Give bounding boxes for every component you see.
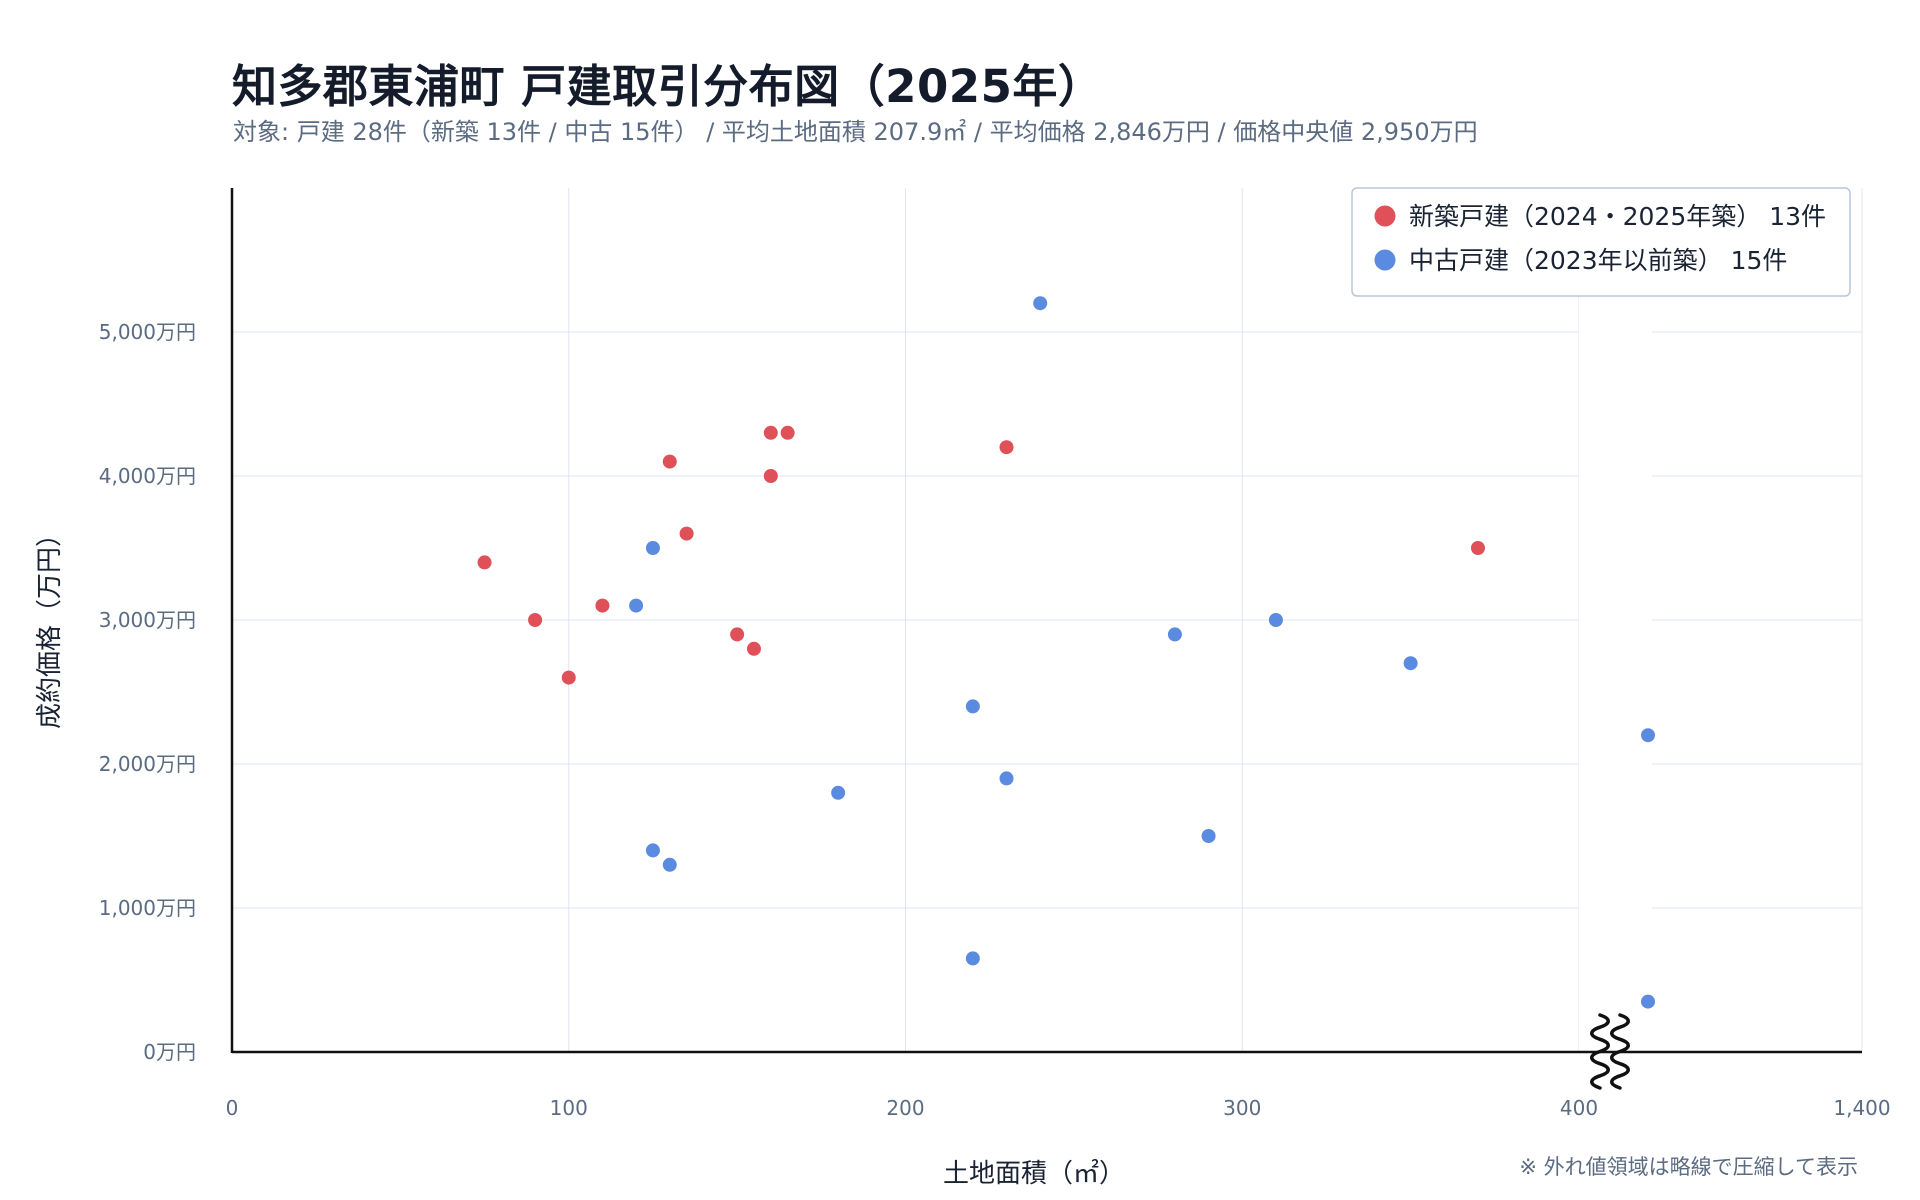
x-axis-title: 土地面積（㎡） xyxy=(943,1159,1125,1189)
new-point xyxy=(746,641,761,656)
used-point xyxy=(629,598,644,613)
chart-subtitle: 対象: 戸建 28件（新築 13件 / 中古 15件） / 平均土地面積 207… xyxy=(233,118,1478,146)
used-point xyxy=(645,541,660,555)
y-tick-label: 1,000万円 xyxy=(99,896,196,920)
used-point xyxy=(1641,994,1655,1009)
new-legend-label: 新築戸建（2024・2025年築） 13件 xyxy=(1409,202,1826,231)
break-squiggle-left xyxy=(1590,1013,1610,1090)
x-tick-label: 1,400 xyxy=(1833,1096,1890,1120)
y-tick-label: 3,000万円 xyxy=(99,608,196,632)
used-point xyxy=(1033,296,1048,311)
new-point xyxy=(528,613,543,627)
data-points xyxy=(477,296,1655,1009)
y-tick-label: 2,000万円 xyxy=(99,752,196,776)
used-point xyxy=(965,699,980,714)
used-point xyxy=(1403,656,1418,671)
new-legend-marker xyxy=(1374,205,1396,227)
axes xyxy=(230,188,1862,1054)
axis-break-band xyxy=(1579,188,1652,1055)
new-point xyxy=(763,425,778,440)
new-point xyxy=(662,454,677,469)
y-tick-label: 0万円 xyxy=(143,1040,196,1064)
new-point xyxy=(477,555,492,570)
used-point xyxy=(1167,627,1182,642)
y-axis-title: 成約価格（万円） xyxy=(35,521,65,729)
new-point xyxy=(780,425,795,440)
used-point xyxy=(662,857,677,872)
new-point xyxy=(1470,541,1485,555)
legend-box xyxy=(1351,187,1851,297)
used-legend-label: 中古戸建（2023年以前築） 15件 xyxy=(1409,246,1787,275)
used-point xyxy=(965,951,980,966)
axis-break-icon xyxy=(1590,1013,1630,1090)
footnote: ※ 外れ値領域は略線で圧縮して表示 xyxy=(1519,1155,1858,1179)
new-point xyxy=(679,526,694,541)
x-tick-label: 100 xyxy=(550,1096,588,1120)
chart-title: 知多郡東浦町 戸建取引分布図（2025年） xyxy=(232,60,1104,113)
used-point xyxy=(1641,728,1655,743)
axis-break-gap xyxy=(1579,188,1652,1055)
used-point xyxy=(831,785,846,800)
x-tick-label: 400 xyxy=(1560,1096,1598,1120)
x-tick-label: 200 xyxy=(886,1096,924,1120)
used-legend-marker xyxy=(1374,249,1396,271)
x-tick-labels: 0 100 200 300 400 1,400 xyxy=(226,1096,1891,1120)
new-point xyxy=(561,670,576,685)
used-point xyxy=(645,843,660,858)
used-point xyxy=(1201,829,1216,843)
new-point xyxy=(763,469,778,483)
new-point xyxy=(730,627,745,642)
x-tick-label: 300 xyxy=(1223,1096,1261,1120)
y-tick-label: 5,000万円 xyxy=(99,320,196,344)
used-point xyxy=(1268,613,1283,627)
y-tick-label: 4,000万円 xyxy=(99,464,196,488)
new-point xyxy=(999,440,1014,455)
used-point xyxy=(999,771,1014,786)
x-tick-label: 0 xyxy=(226,1096,239,1120)
break-squiggle-right xyxy=(1610,1013,1630,1090)
y-tick-labels: 0万円 1,000万円 2,000万円 3,000万円 4,000万円 5,000万円 xyxy=(99,320,196,1064)
new-point xyxy=(595,598,610,613)
